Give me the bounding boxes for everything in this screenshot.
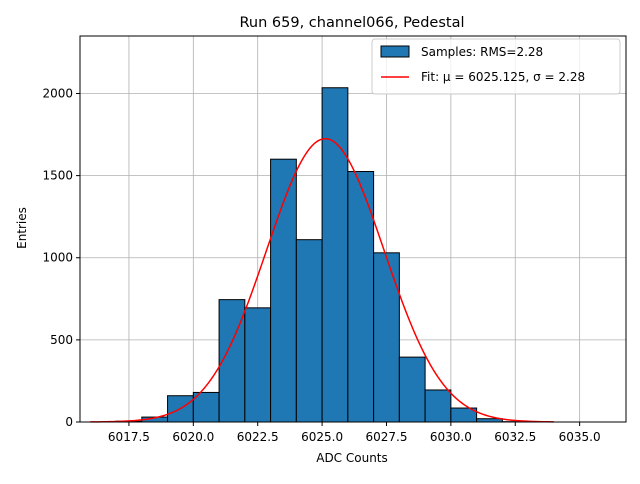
x-tick-label: 6020.0 — [172, 430, 214, 444]
chart-title: Run 659, channel066, Pedestal — [239, 15, 464, 31]
legend-histogram-label: Samples: RMS=2.28 — [421, 45, 543, 59]
x-tick-label: 6027.5 — [365, 430, 407, 444]
histogram-bar — [193, 392, 219, 422]
histogram-bar — [425, 390, 451, 422]
histogram-bar — [245, 308, 271, 422]
y-tick-label: 2000 — [42, 86, 73, 100]
y-axis-label: Entries — [15, 207, 29, 249]
x-tick-label: 6025.0 — [301, 430, 343, 444]
y-tick-label: 500 — [50, 333, 73, 347]
histogram-bar — [399, 357, 425, 422]
x-axis-label: ADC Counts — [316, 451, 388, 465]
histogram-bar — [271, 159, 297, 422]
x-tick-label: 6022.5 — [237, 430, 279, 444]
x-tick-label: 6035.0 — [559, 430, 601, 444]
x-tick-label: 6030.0 — [430, 430, 472, 444]
y-tick-label: 1500 — [42, 169, 73, 183]
y-tick-label: 0 — [65, 415, 73, 429]
legend: Samples: RMS=2.28 Fit: μ = 6025.125, σ =… — [372, 39, 620, 94]
histogram-bar — [374, 253, 400, 422]
x-tick-label: 6017.5 — [108, 430, 150, 444]
legend-histogram-swatch — [381, 46, 409, 57]
x-tick-label: 6032.5 — [494, 430, 536, 444]
histogram-bar — [296, 240, 322, 422]
legend-fit-label: Fit: μ = 6025.125, σ = 2.28 — [421, 70, 585, 84]
y-tick-label: 1000 — [42, 251, 73, 265]
histogram-bar — [322, 88, 348, 422]
